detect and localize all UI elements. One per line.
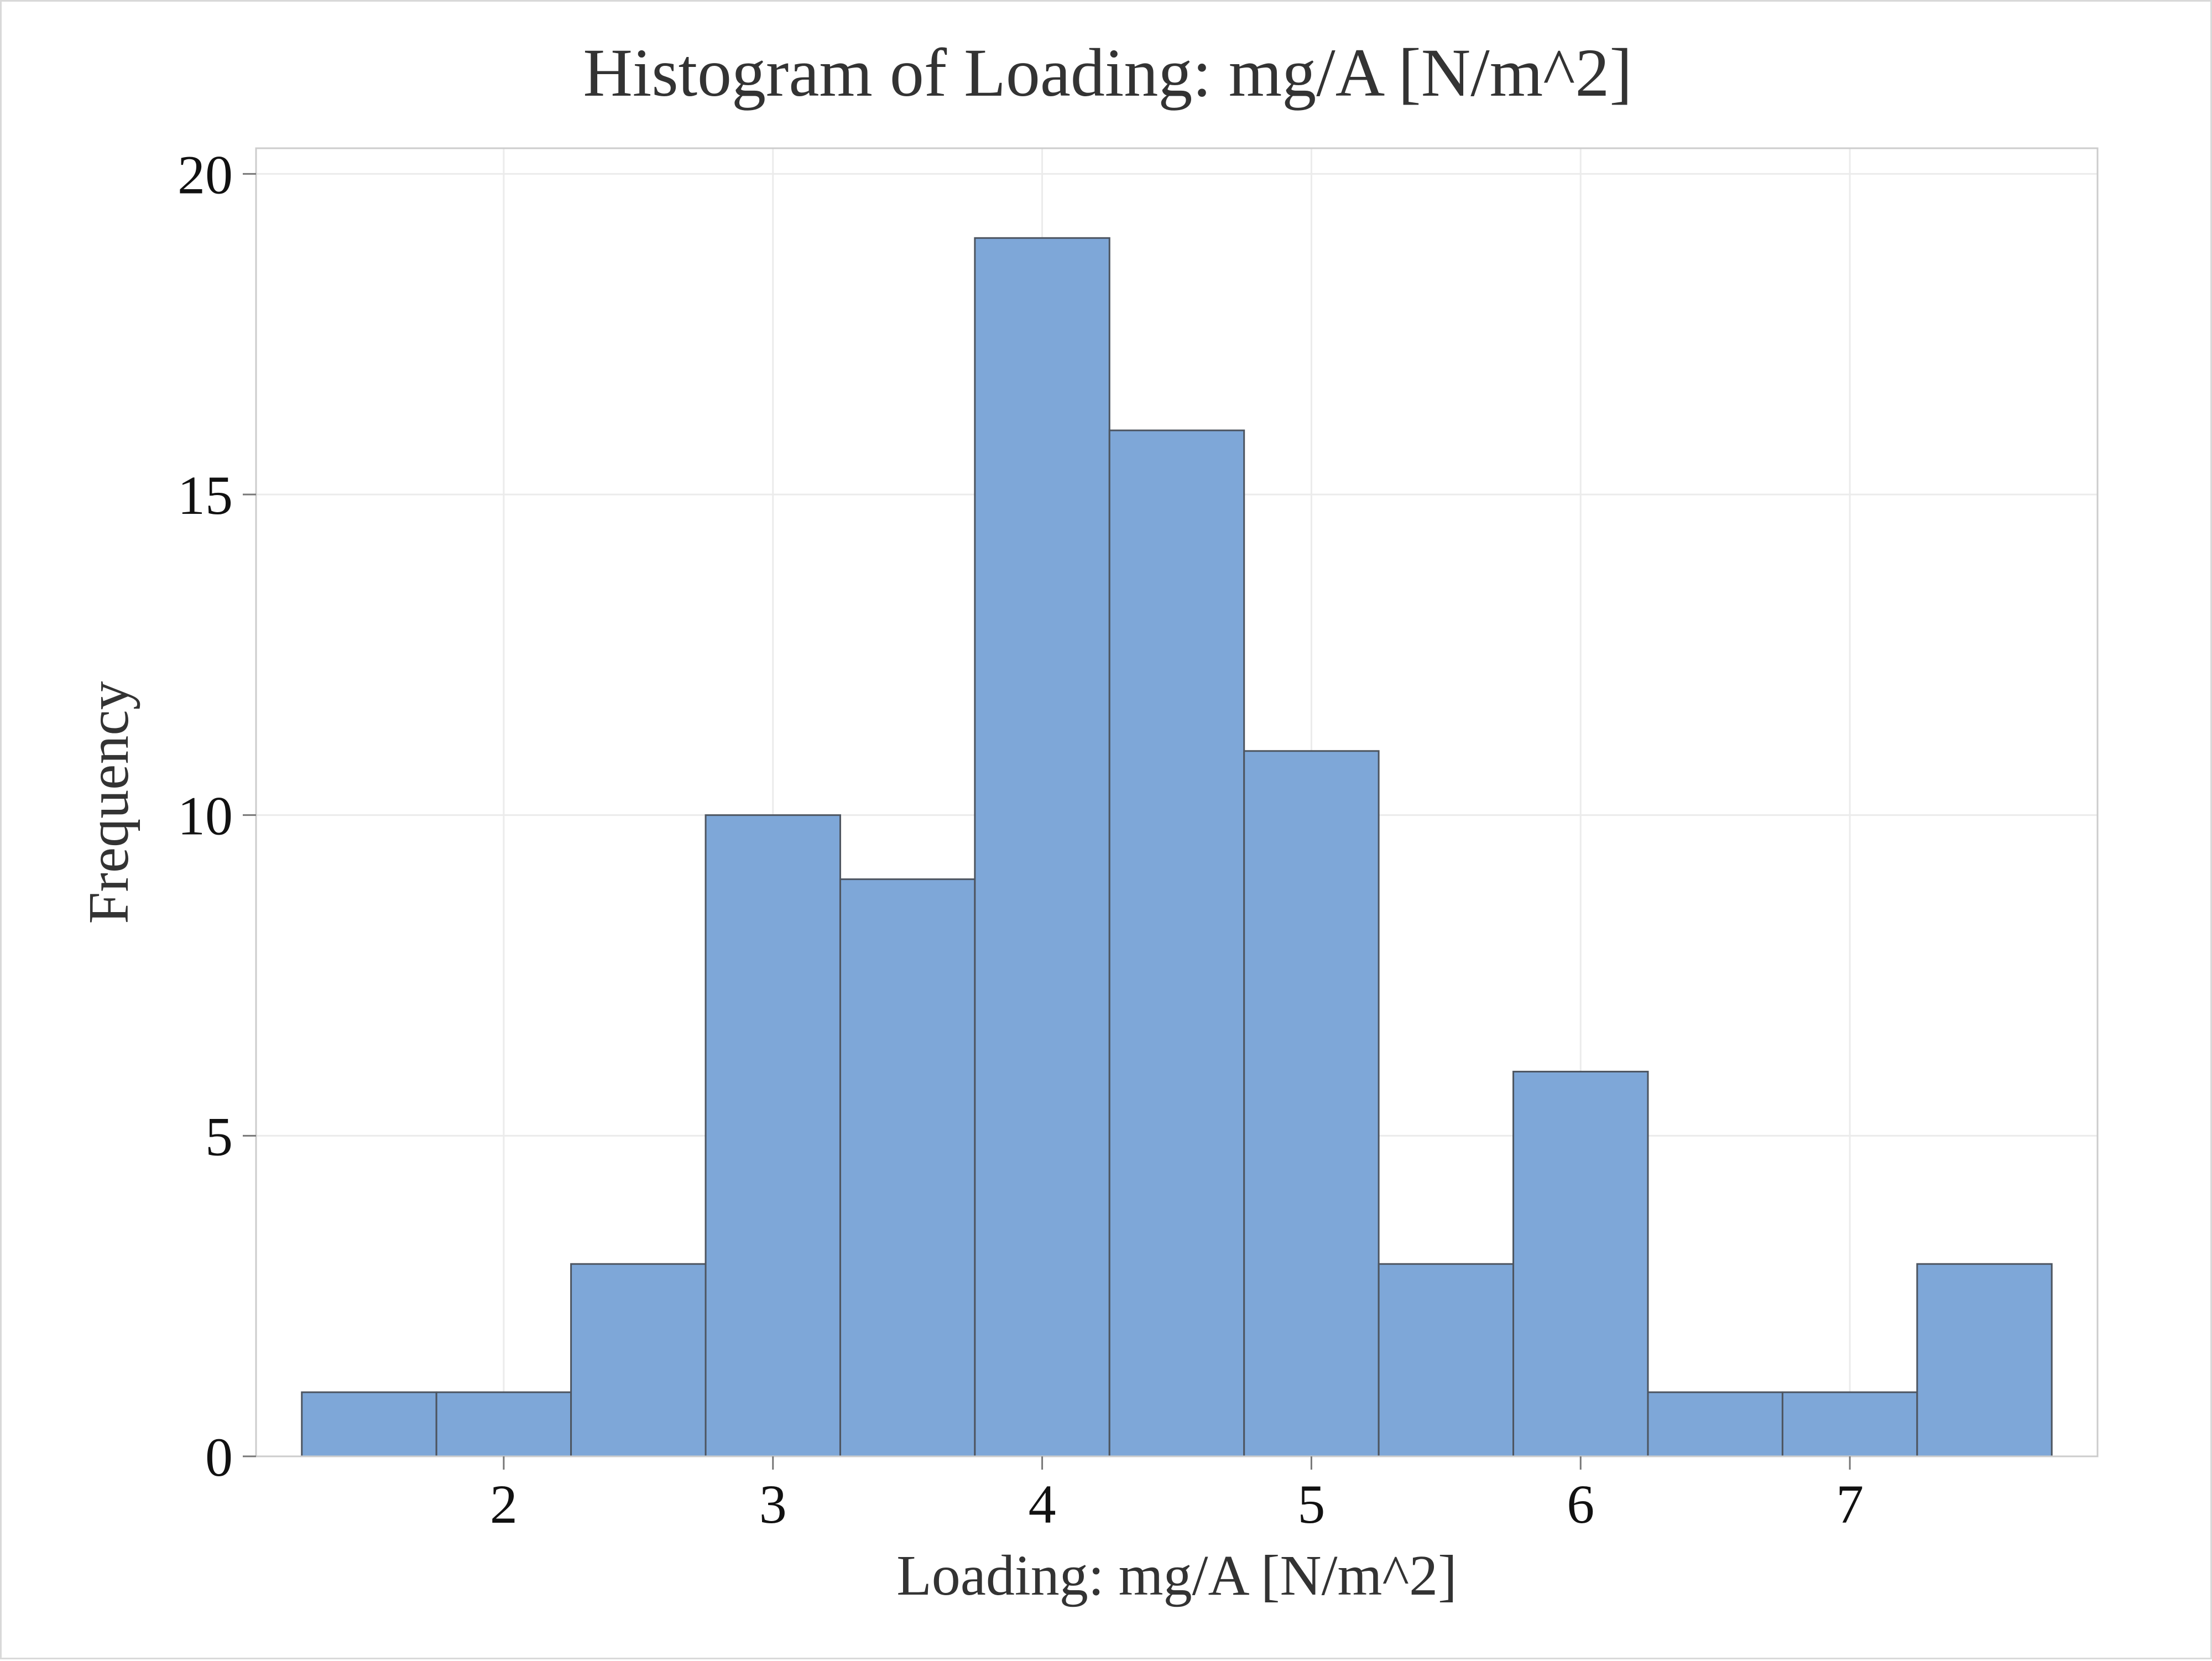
y-tick-label-0: 0: [205, 1426, 233, 1488]
plot-frame: [255, 147, 2099, 1457]
histogram-bar-6: [974, 237, 1110, 1457]
histogram-bar-2: [435, 1391, 572, 1457]
y-axis-ticks: 0 5 10 15 20: [178, 144, 256, 1488]
x-axis-label: Loading: mg/A [N/m^2]: [896, 1544, 1457, 1607]
x-tick-label-5: 5: [1297, 1473, 1325, 1535]
y-axis-label: Frequency: [77, 681, 140, 924]
histogram-bar-7: [1108, 429, 1245, 1457]
y-tick-label-10: 10: [178, 785, 233, 847]
histogram-bar-1: [301, 1391, 437, 1457]
x-axis-ticks: 2 3 4 5 6 7: [490, 1456, 1864, 1535]
y-tick-label-20: 20: [178, 144, 233, 205]
histogram-bar-5: [839, 878, 976, 1457]
y-tick-label-15: 15: [178, 465, 233, 526]
y-tick-label-5: 5: [205, 1106, 233, 1167]
x-tick-label-7: 7: [1836, 1473, 1864, 1535]
histogram-bar-9: [1378, 1263, 1515, 1457]
histogram-bar-8: [1243, 750, 1380, 1457]
x-tick-label-3: 3: [759, 1473, 787, 1535]
x-tick-label-4: 4: [1029, 1473, 1056, 1535]
histogram-bar-13: [1916, 1263, 2053, 1457]
chart-title: Histogram of Loading: mg/A [N/m^2]: [583, 35, 1632, 111]
bars-layer: [301, 237, 2053, 1457]
x-tick-label-6: 6: [1567, 1473, 1594, 1535]
histogram-bar-11: [1647, 1391, 1783, 1457]
histogram-bar-10: [1512, 1070, 1649, 1457]
histogram-bar-12: [1781, 1391, 1918, 1457]
x-tick-label-2: 2: [490, 1473, 518, 1535]
histogram-bar-3: [570, 1263, 707, 1457]
histogram-bar-4: [705, 814, 841, 1457]
